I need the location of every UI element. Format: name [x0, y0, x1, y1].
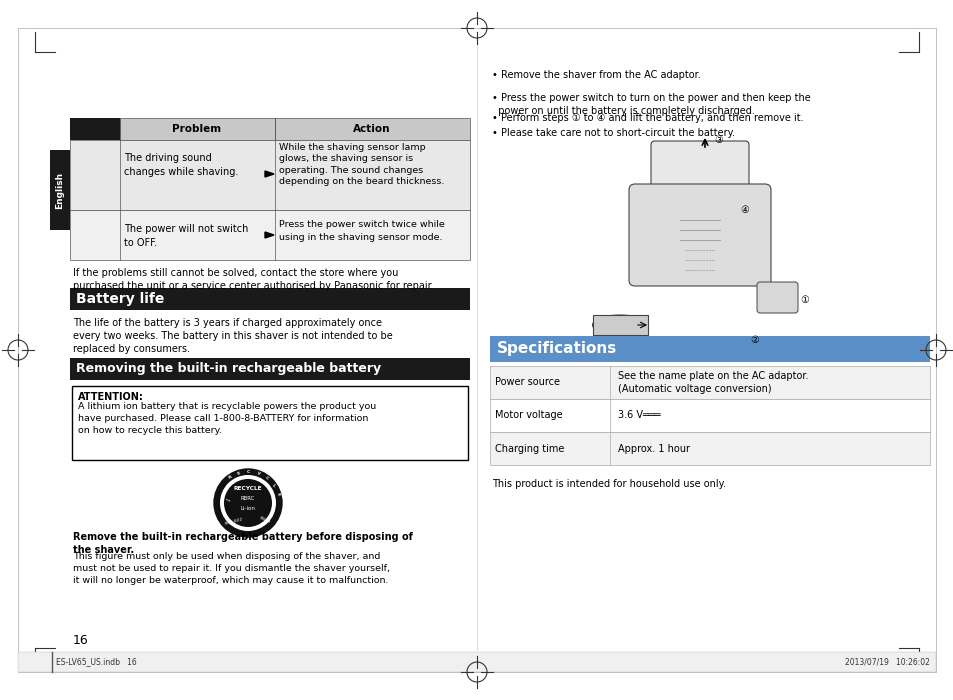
FancyBboxPatch shape: [650, 141, 748, 199]
Polygon shape: [265, 171, 274, 177]
Bar: [18, 652, 935, 672]
Text: R: R: [228, 475, 233, 480]
Bar: [120, 118, 274, 140]
Bar: [70, 288, 470, 310]
Text: • Please take care not to short-circuit the battery.: • Please take care not to short-circuit …: [492, 128, 734, 138]
Text: RBRC: RBRC: [240, 496, 254, 500]
Text: Specifications: Specifications: [497, 342, 617, 356]
Text: Problem: Problem: [172, 124, 221, 134]
Bar: [593, 315, 647, 335]
Bar: [490, 366, 929, 399]
Bar: [50, 150, 70, 230]
Text: English: English: [55, 172, 65, 209]
Bar: [490, 336, 929, 362]
Text: Motor voltage: Motor voltage: [495, 410, 562, 421]
Bar: [71, 386, 468, 460]
Text: .800.822: .800.822: [224, 517, 244, 526]
Text: 1: 1: [226, 498, 232, 503]
Text: Remove the built-in rechargeable battery before disposing of
the shaver.: Remove the built-in rechargeable battery…: [73, 532, 413, 555]
Bar: [490, 399, 929, 432]
Text: This figure must only be used when disposing of the shaver, and
must not be used: This figure must only be used when dispo…: [73, 552, 390, 584]
Text: Charging time: Charging time: [495, 444, 564, 454]
Text: Battery life: Battery life: [76, 292, 164, 306]
Polygon shape: [265, 232, 274, 238]
Bar: [70, 210, 470, 260]
FancyBboxPatch shape: [628, 184, 770, 286]
Bar: [70, 358, 470, 380]
Bar: [490, 432, 929, 465]
FancyBboxPatch shape: [757, 282, 797, 313]
Text: Approx. 1 hour: Approx. 1 hour: [618, 444, 689, 454]
Text: ES-LV65_US.indb   16: ES-LV65_US.indb 16: [56, 657, 136, 666]
Text: • Perform steps ① to ④ and lift the battery, and then remove it.: • Perform steps ① to ④ and lift the batt…: [492, 113, 802, 123]
Text: • Press the power switch to turn on the power and then keep the
  power on until: • Press the power switch to turn on the …: [492, 93, 810, 116]
Text: E: E: [275, 492, 279, 496]
Text: This product is intended for household use only.: This product is intended for household u…: [492, 479, 725, 489]
Text: ①: ①: [800, 295, 808, 305]
Text: ATTENTION:: ATTENTION:: [78, 392, 144, 402]
Text: A lithium ion battery that is recyclable powers the product you
have purchased. : A lithium ion battery that is recyclable…: [78, 402, 375, 435]
Text: L: L: [271, 483, 275, 487]
Text: Press the power switch twice while
using in the shaving sensor mode.: Press the power switch twice while using…: [278, 220, 444, 241]
Text: C: C: [247, 470, 250, 474]
Circle shape: [213, 469, 282, 537]
Text: .8837: .8837: [257, 515, 270, 525]
Text: Power source: Power source: [495, 377, 559, 388]
Text: The life of the battery is 3 years if charged approximately once
every two weeks: The life of the battery is 3 years if ch…: [73, 318, 393, 354]
Text: 16: 16: [73, 634, 89, 647]
Text: 3.6 V═══: 3.6 V═══: [618, 410, 659, 421]
Text: ④: ④: [740, 205, 748, 215]
Text: See the name plate on the AC adaptor.
(Automatic voltage conversion): See the name plate on the AC adaptor. (A…: [618, 371, 807, 393]
Text: 2013/07/19   10:26:02: 2013/07/19 10:26:02: [844, 657, 929, 666]
Text: If the problems still cannot be solved, contact the store where you
purchased th: If the problems still cannot be solved, …: [73, 268, 434, 291]
Text: RECYCLE: RECYCLE: [233, 486, 262, 491]
Circle shape: [220, 475, 275, 531]
Text: Removing the built-in rechargeable battery: Removing the built-in rechargeable batte…: [76, 363, 381, 375]
Text: ②: ②: [749, 335, 758, 345]
Bar: [70, 140, 470, 210]
Text: Action: Action: [353, 124, 391, 134]
Text: Li-ion: Li-ion: [240, 505, 255, 510]
Text: While the shaving sensor lamp
glows, the shaving sensor is
operating. The sound : While the shaving sensor lamp glows, the…: [278, 143, 444, 186]
Text: ③: ③: [713, 135, 722, 145]
Bar: [70, 118, 120, 140]
Text: C: C: [264, 476, 269, 481]
Text: Y: Y: [255, 471, 260, 476]
Text: The driving sound
changes while shaving.: The driving sound changes while shaving.: [124, 153, 238, 177]
Text: The power will not switch
to OFF.: The power will not switch to OFF.: [124, 224, 248, 248]
Text: E: E: [236, 471, 241, 476]
Circle shape: [224, 479, 272, 527]
Ellipse shape: [592, 315, 647, 335]
Text: • Remove the shaver from the AC adaptor.: • Remove the shaver from the AC adaptor.: [492, 70, 700, 80]
Bar: [274, 118, 470, 140]
